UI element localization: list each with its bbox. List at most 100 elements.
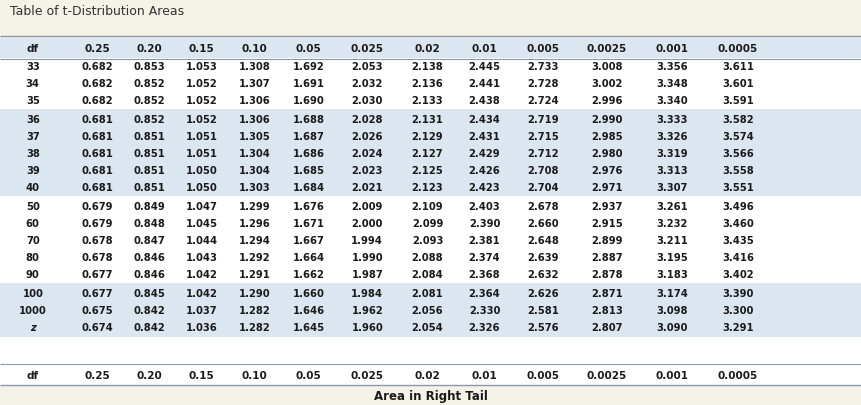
Text: 1.645: 1.645 — [292, 322, 325, 332]
Text: 1.053: 1.053 — [186, 62, 217, 72]
Bar — [0, 197, 861, 284]
Text: 3.090: 3.090 — [656, 322, 687, 332]
Text: 3.319: 3.319 — [656, 149, 687, 158]
Text: 0.851: 0.851 — [133, 182, 164, 192]
Bar — [0, 385, 861, 405]
Text: 1.303: 1.303 — [238, 182, 269, 192]
Text: 34: 34 — [26, 79, 40, 89]
Text: 0.677: 0.677 — [82, 288, 113, 298]
Text: 3.558: 3.558 — [722, 166, 753, 175]
Text: 2.704: 2.704 — [527, 182, 558, 192]
Text: 0.842: 0.842 — [133, 322, 164, 332]
Text: 2.985: 2.985 — [591, 132, 622, 142]
Text: 1.684: 1.684 — [292, 182, 325, 192]
Text: 0.682: 0.682 — [82, 62, 113, 72]
Text: 1.051: 1.051 — [185, 132, 218, 142]
Text: 2.084: 2.084 — [412, 269, 443, 279]
Text: 3.326: 3.326 — [656, 132, 687, 142]
Text: 1.688: 1.688 — [292, 115, 325, 125]
Text: 0.846: 0.846 — [133, 252, 164, 262]
Text: 2.728: 2.728 — [527, 79, 558, 89]
Text: 3.174: 3.174 — [656, 288, 687, 298]
Text: 1.667: 1.667 — [293, 235, 324, 245]
Text: 0.679: 0.679 — [82, 202, 113, 211]
Text: 1.304: 1.304 — [238, 166, 269, 175]
Text: 3.313: 3.313 — [656, 166, 687, 175]
Text: 1.692: 1.692 — [293, 62, 324, 72]
Text: 1.960: 1.960 — [351, 322, 382, 332]
Text: 3.574: 3.574 — [722, 132, 753, 142]
Text: 0.20: 0.20 — [136, 44, 162, 54]
Text: 1.662: 1.662 — [293, 269, 324, 279]
Text: 0.852: 0.852 — [133, 96, 164, 105]
Text: 2.131: 2.131 — [412, 115, 443, 125]
Text: 3.390: 3.390 — [722, 288, 753, 298]
Text: 1.306: 1.306 — [238, 96, 269, 105]
Text: 2.937: 2.937 — [591, 202, 622, 211]
Text: 1.282: 1.282 — [238, 322, 269, 332]
Text: 1.292: 1.292 — [238, 252, 269, 262]
Text: 2.364: 2.364 — [468, 288, 499, 298]
Text: 1.671: 1.671 — [292, 219, 325, 228]
Text: 0.682: 0.682 — [82, 79, 113, 89]
Text: 2.712: 2.712 — [527, 149, 558, 158]
Text: 1.044: 1.044 — [185, 235, 218, 245]
Text: 2.980: 2.980 — [591, 149, 622, 158]
Text: 38: 38 — [26, 149, 40, 158]
Text: 2.441: 2.441 — [468, 79, 500, 89]
Text: 0.675: 0.675 — [82, 305, 113, 315]
Text: 3.340: 3.340 — [656, 96, 687, 105]
Text: 0.0005: 0.0005 — [717, 370, 757, 380]
Text: 1.052: 1.052 — [186, 79, 217, 89]
Text: 1.037: 1.037 — [186, 305, 217, 315]
Text: 0.852: 0.852 — [133, 115, 164, 125]
Text: 0.20: 0.20 — [136, 370, 162, 380]
Text: 1.990: 1.990 — [351, 252, 382, 262]
Text: 2.024: 2.024 — [351, 149, 382, 158]
Text: 3.402: 3.402 — [722, 269, 753, 279]
Text: 2.053: 2.053 — [351, 62, 382, 72]
Text: 2.368: 2.368 — [468, 269, 499, 279]
Text: 3.333: 3.333 — [656, 115, 687, 125]
Text: 2.990: 2.990 — [591, 115, 622, 125]
Text: 37: 37 — [26, 132, 40, 142]
Text: 2.390: 2.390 — [468, 219, 499, 228]
Text: 2.648: 2.648 — [527, 235, 558, 245]
Text: 0.05: 0.05 — [295, 44, 321, 54]
Text: 0.678: 0.678 — [82, 252, 113, 262]
Text: 70: 70 — [26, 235, 40, 245]
Text: 1.043: 1.043 — [186, 252, 217, 262]
Text: Table of t-Distribution Areas: Table of t-Distribution Areas — [10, 4, 184, 18]
Text: 2.054: 2.054 — [412, 322, 443, 332]
Text: 3.551: 3.551 — [722, 182, 753, 192]
Text: 3.211: 3.211 — [656, 235, 687, 245]
Text: 35: 35 — [26, 96, 40, 105]
Text: 0.846: 0.846 — [133, 269, 164, 279]
Text: 1.047: 1.047 — [186, 202, 217, 211]
Text: 2.678: 2.678 — [527, 202, 558, 211]
Text: 1.050: 1.050 — [186, 182, 217, 192]
Text: 0.025: 0.025 — [350, 44, 383, 54]
Text: 0.681: 0.681 — [82, 166, 113, 175]
Text: 0.01: 0.01 — [471, 44, 497, 54]
Text: 1.036: 1.036 — [186, 322, 217, 332]
Text: 1.304: 1.304 — [238, 149, 269, 158]
Text: 1.052: 1.052 — [186, 96, 217, 105]
Bar — [0, 284, 861, 337]
Text: 2.023: 2.023 — [351, 166, 382, 175]
Text: 1.299: 1.299 — [238, 202, 269, 211]
Text: 0.10: 0.10 — [241, 44, 267, 54]
Text: 2.032: 2.032 — [351, 79, 382, 89]
Text: 1.045: 1.045 — [185, 219, 218, 228]
Text: 2.996: 2.996 — [591, 96, 622, 105]
Text: 2.093: 2.093 — [412, 235, 443, 245]
Text: 3.300: 3.300 — [722, 305, 753, 315]
Text: 90: 90 — [26, 269, 40, 279]
Text: 1.690: 1.690 — [293, 96, 324, 105]
Text: 1.646: 1.646 — [292, 305, 325, 315]
Text: 0.25: 0.25 — [84, 370, 110, 380]
Text: 0.01: 0.01 — [471, 370, 497, 380]
Text: 0.15: 0.15 — [189, 44, 214, 54]
Text: 39: 39 — [26, 166, 40, 175]
Text: 2.326: 2.326 — [468, 322, 499, 332]
